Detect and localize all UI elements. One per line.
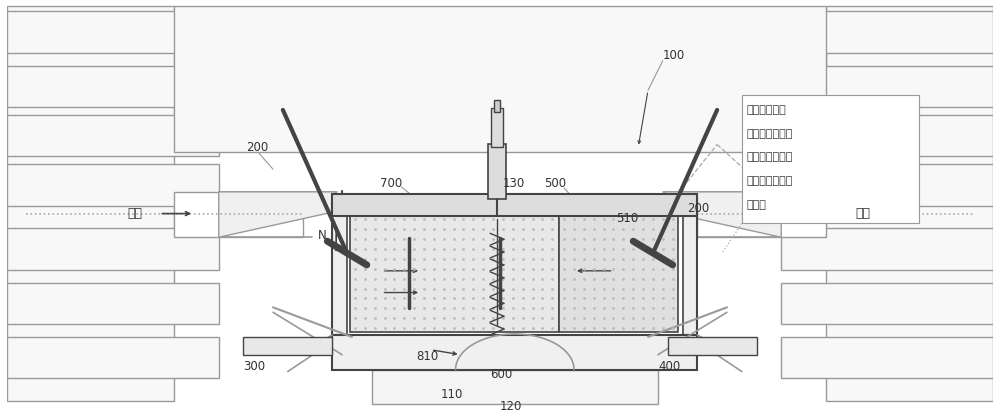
Bar [781, 66, 993, 107]
Polygon shape [665, 192, 781, 237]
Bar [826, 6, 993, 401]
Text: 200: 200 [688, 202, 710, 215]
Bar [488, 144, 506, 199]
Text: 130: 130 [503, 178, 525, 190]
Bar [697, 192, 826, 237]
Bar [332, 335, 697, 369]
Bar [174, 6, 826, 152]
Text: 进气: 进气 [127, 207, 142, 220]
Text: 300: 300 [243, 360, 266, 373]
Bar [7, 228, 219, 270]
Text: 100: 100 [663, 49, 685, 62]
Bar [7, 337, 219, 378]
Bar [781, 11, 993, 53]
Text: 700: 700 [380, 178, 402, 190]
Polygon shape [219, 192, 335, 237]
Bar [491, 108, 503, 147]
Text: 结合面: 结合面 [747, 200, 767, 210]
Bar [7, 11, 219, 53]
Text: 500: 500 [544, 178, 567, 190]
Text: 高速状态下，: 高速状态下， [747, 105, 786, 115]
Bar [7, 164, 219, 206]
Bar [7, 6, 174, 401]
Bar [742, 95, 919, 223]
Bar [7, 115, 219, 156]
Text: 120: 120 [500, 400, 522, 413]
Bar [7, 283, 219, 324]
Bar [668, 337, 757, 355]
Text: 600: 600 [490, 368, 512, 381]
Text: 200: 200 [246, 141, 269, 154]
Bar [350, 215, 559, 332]
Bar [559, 215, 678, 332]
Bar [174, 192, 303, 237]
Text: 可变压缩活塞的: 可变压缩活塞的 [747, 129, 793, 139]
Bar [7, 66, 219, 107]
Text: 510: 510 [616, 212, 639, 225]
Bar [243, 337, 332, 355]
Bar [781, 337, 993, 378]
Text: N: N [317, 229, 326, 242]
Text: 活塞与燃烧室的: 活塞与燃烧室的 [747, 176, 793, 186]
Bar [332, 199, 697, 342]
Bar [372, 369, 658, 404]
Bar [332, 194, 697, 215]
Bar [781, 115, 993, 156]
Bar [781, 164, 993, 206]
Bar [494, 100, 500, 112]
Text: 110: 110 [441, 388, 463, 401]
Text: 400: 400 [658, 360, 680, 373]
Bar [781, 283, 993, 324]
Bar [347, 212, 683, 335]
Text: 810: 810 [416, 350, 438, 363]
Text: 伸出已高于压缩: 伸出已高于压缩 [747, 152, 793, 162]
Bar [781, 228, 993, 270]
Text: 排气: 排气 [856, 207, 871, 220]
